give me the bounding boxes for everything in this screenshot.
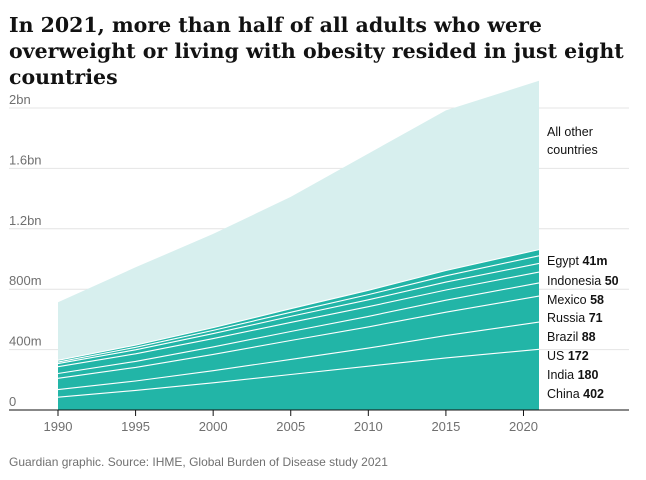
x-tick-label: 1990	[44, 419, 73, 434]
divider-egypt	[57, 249, 540, 361]
area-us	[58, 296, 539, 390]
area-russia	[58, 272, 539, 374]
x-tick-label: 2015	[431, 419, 460, 434]
series-label-indonesia: Indonesia 50	[547, 274, 619, 288]
series-label-russia: Russia 71	[547, 311, 603, 325]
divider-layer	[57, 249, 540, 398]
area-brazil	[58, 282, 539, 379]
series-label-india: India 180	[547, 368, 598, 382]
divider-brazil	[57, 282, 540, 375]
tick-layer: 0 400m 800m 1.2bn 1.6bn 2bn 1990 1995 2000 2005 20…	[9, 92, 629, 434]
series-label-egypt: Egypt 41m	[547, 254, 607, 268]
series-label-china: China 402	[547, 387, 604, 401]
divider-india	[57, 321, 540, 391]
area-layer	[58, 80, 539, 410]
series-label-layer: China 402 India 180 US 172 Brazil 88 Russia …	[547, 125, 619, 401]
chart-title: In 2021, more than half of all adults wh…	[9, 13, 624, 89]
series-label-us: US 172	[547, 349, 589, 363]
x-tick-label: 2005	[276, 419, 305, 434]
y-tick-label: 0	[9, 394, 16, 409]
y-tick-label: 400m	[9, 334, 42, 349]
divider-indonesia	[57, 255, 540, 363]
area-india	[58, 322, 539, 398]
y-tick-label: 1.6bn	[9, 152, 42, 167]
divider-russia	[57, 271, 540, 368]
area-china	[58, 349, 539, 410]
x-tick-label: 2000	[199, 419, 228, 434]
y-tick-label: 2bn	[9, 92, 31, 107]
x-tick-label: 2010	[354, 419, 383, 434]
series-label-brazil: Brazil 88	[547, 330, 596, 344]
x-tick-label: 1995	[121, 419, 150, 434]
series-label-mexico: Mexico 58	[547, 293, 604, 307]
divider-mexico	[57, 262, 540, 365]
area-all-other-countries	[58, 80, 539, 361]
y-tick-label: 1.2bn	[9, 213, 42, 228]
x-tick-label: 2020	[509, 419, 538, 434]
divider-us	[57, 295, 540, 379]
series-label-all-other-countries: All other countries	[547, 125, 598, 157]
y-tick-label: 800m	[9, 273, 42, 288]
source-note: Guardian graphic. Source: IHME, Global B…	[9, 455, 388, 469]
divider-china	[57, 348, 540, 398]
